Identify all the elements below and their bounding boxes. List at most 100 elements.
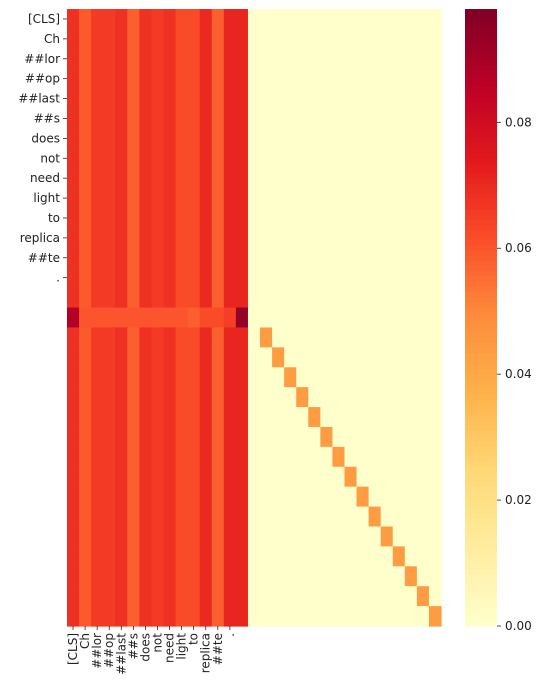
heatmap-cell xyxy=(332,387,346,408)
heatmap-cell xyxy=(91,307,104,329)
heatmap-cell xyxy=(199,546,213,567)
heatmap-cell xyxy=(332,606,346,627)
y-tick-label: [CLS] xyxy=(28,12,60,26)
heatmap-cell xyxy=(199,247,213,269)
heatmap-cell xyxy=(127,48,140,70)
heatmap-cell xyxy=(175,546,189,567)
heatmap-cell xyxy=(91,546,104,567)
colorbar-segment xyxy=(465,122,497,128)
heatmap-cell xyxy=(139,426,153,448)
heatmap-cell xyxy=(416,9,430,30)
heatmap-cell xyxy=(127,247,140,269)
heatmap-cell xyxy=(187,28,201,50)
heatmap-cell xyxy=(67,247,80,269)
heatmap-cell xyxy=(380,347,394,368)
heatmap-cell xyxy=(416,48,430,70)
heatmap-cell xyxy=(199,566,213,587)
heatmap-cell xyxy=(211,327,225,348)
colorbar-segment xyxy=(465,492,497,499)
heatmap-cell xyxy=(344,208,358,229)
heatmap-cell xyxy=(187,307,201,329)
x-tick-label: light xyxy=(175,633,189,660)
heatmap-cell xyxy=(67,606,80,627)
colorbar-segment xyxy=(465,610,497,617)
heatmap-cell xyxy=(332,347,346,368)
heatmap-cell xyxy=(380,88,394,110)
heatmap-cell xyxy=(380,446,394,468)
heatmap-cell xyxy=(151,387,165,408)
heatmap-cell xyxy=(127,347,140,368)
heatmap-cell xyxy=(115,466,128,488)
heatmap-cell xyxy=(163,227,177,249)
heatmap-cell xyxy=(284,506,297,528)
heatmap-cell xyxy=(260,466,273,488)
heatmap-cell xyxy=(175,128,189,149)
heatmap-cell xyxy=(103,466,116,488)
heatmap-cell xyxy=(320,407,334,428)
heatmap-cell xyxy=(247,168,261,189)
colorbar-segment xyxy=(465,590,497,596)
heatmap-cell xyxy=(79,287,92,309)
heatmap-cell xyxy=(247,267,261,289)
heatmap-cell xyxy=(247,466,261,488)
heatmap-cell xyxy=(211,188,225,209)
heatmap-cell xyxy=(151,68,165,90)
heatmap-cell xyxy=(103,566,116,587)
heatmap-cell xyxy=(368,506,382,528)
heatmap-cell xyxy=(103,208,116,229)
heatmap-cell xyxy=(235,227,249,249)
heatmap-cell xyxy=(163,586,177,607)
colorbar-segment xyxy=(465,497,497,504)
x-tick-label: ##op xyxy=(102,633,116,668)
heatmap-cell xyxy=(175,606,189,627)
heatmap-cell xyxy=(139,108,153,130)
heatmap-cell xyxy=(260,546,273,567)
heatmap-cell xyxy=(67,586,80,607)
heatmap-cell xyxy=(356,566,370,587)
heatmap-cell xyxy=(223,387,237,408)
heatmap-cell xyxy=(91,347,104,368)
heatmap-cell xyxy=(199,128,213,149)
heatmap-cell xyxy=(139,486,153,508)
heatmap-cell xyxy=(260,267,273,289)
heatmap-cell xyxy=(380,387,394,408)
colorbar-segment xyxy=(465,533,497,540)
heatmap-cell xyxy=(332,446,346,468)
heatmap-cell xyxy=(163,128,177,149)
heatmap-cell xyxy=(284,108,297,130)
heatmap-cell xyxy=(284,486,297,508)
colorbar-segment xyxy=(465,620,497,627)
heatmap-cell xyxy=(235,486,249,508)
heatmap-cell xyxy=(79,466,92,488)
heatmap-cell xyxy=(151,88,165,110)
heatmap-cell xyxy=(260,526,273,547)
heatmap-cell xyxy=(320,466,334,488)
heatmap-cell xyxy=(308,586,321,607)
colorbar-segment xyxy=(465,281,497,288)
heatmap-cell xyxy=(151,347,165,368)
heatmap-cell xyxy=(416,28,430,50)
heatmap-cell xyxy=(103,606,116,627)
heatmap-cell xyxy=(368,9,382,30)
heatmap-cell xyxy=(344,168,358,189)
heatmap-cell xyxy=(272,168,285,189)
heatmap-cell xyxy=(187,327,201,348)
colorbar-segment xyxy=(465,307,497,313)
y-tick-label: ##lor xyxy=(24,52,60,66)
heatmap-cell xyxy=(284,168,297,189)
heatmap-cell xyxy=(320,546,334,567)
heatmap-cell xyxy=(67,387,80,408)
heatmap-cell xyxy=(416,586,430,607)
heatmap-cell xyxy=(187,426,201,448)
heatmap-cell xyxy=(260,68,273,90)
colorbar-segment xyxy=(465,322,497,329)
heatmap-cell xyxy=(344,247,358,269)
x-tick-label: replica xyxy=(199,633,213,673)
heatmap-cell xyxy=(308,426,321,448)
heatmap-cell xyxy=(404,407,418,428)
heatmap-cell xyxy=(344,486,358,508)
heatmap-cell xyxy=(332,287,346,309)
heatmap-cell xyxy=(151,426,165,448)
heatmap-cell xyxy=(344,108,358,130)
heatmap-cell xyxy=(139,307,153,329)
